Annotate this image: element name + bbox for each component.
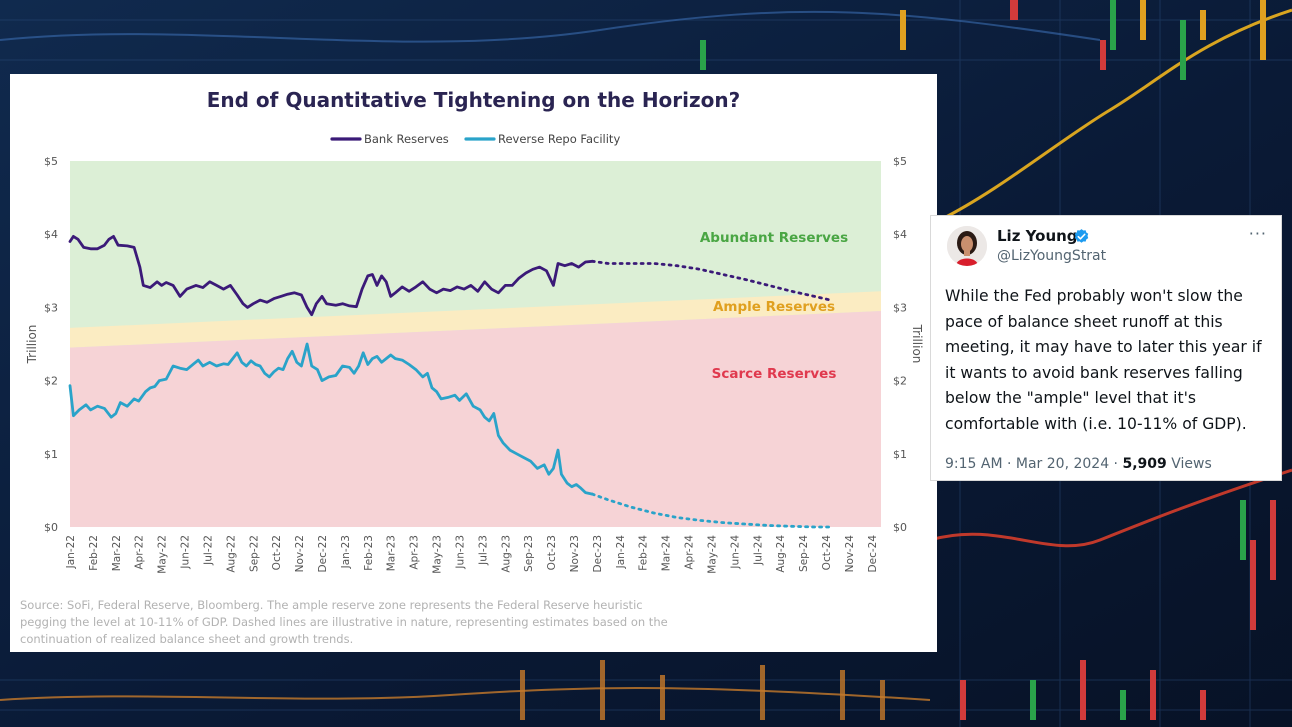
- tweet-card[interactable]: Liz Young @LizYoungStrat ··· While the F…: [930, 215, 1282, 481]
- y-tick-left: $5: [44, 155, 58, 168]
- bank-reserves-projection: [590, 259, 832, 302]
- bank-reserves-line: [68, 234, 594, 317]
- tweet-meta: 9:15 AM · Mar 20, 2024 · 5,909 Views: [945, 456, 1212, 472]
- y-tick-left: $3: [44, 301, 58, 314]
- x-tick-label: Feb-22: [88, 535, 100, 571]
- verified-badge-icon: [1074, 229, 1089, 243]
- x-tick-label: Sep-22: [248, 535, 260, 572]
- x-tick-label: Sep-23: [523, 535, 535, 572]
- scarce-zone: [70, 311, 881, 527]
- views-label: Views: [1166, 456, 1212, 472]
- y-axis-title-left: Trillion: [25, 325, 39, 365]
- more-options-icon[interactable]: ···: [1248, 224, 1267, 243]
- ample-zone-label: Ample Reserves: [713, 299, 835, 315]
- y-tick-right: $1: [893, 448, 907, 461]
- x-tick-label: Mar-24: [661, 535, 673, 572]
- x-tick-label: Mar-23: [386, 535, 398, 571]
- x-tick-label: Apr-22: [134, 535, 146, 570]
- x-tick-label: Nov-22: [294, 535, 306, 572]
- avatar[interactable]: [947, 226, 987, 266]
- x-tick-label: Jun-23: [454, 535, 466, 570]
- chart-card: Abundant Reserves Ample Reserves Scarce Re…: [10, 74, 937, 652]
- x-tick-label: Jul-22: [202, 535, 214, 566]
- y-tick-right: $0: [893, 521, 907, 534]
- handle[interactable]: @LizYoungStrat: [997, 248, 1107, 264]
- y-axis-title-right: Trillion: [910, 324, 924, 364]
- x-tick-label: Aug-22: [225, 535, 237, 573]
- y-tick-right: $4: [893, 228, 907, 241]
- x-tick-label: Jul-23: [477, 535, 489, 566]
- x-tick-label: Nov-24: [844, 535, 856, 573]
- chart-note: Source: SoFi, Federal Reserve, Bloomberg…: [20, 598, 668, 646]
- legend: Bank Reserves Reverse Repo Facility: [330, 132, 620, 146]
- display-name[interactable]: Liz Young: [997, 227, 1078, 245]
- x-tick-label: Oct-24: [821, 535, 833, 571]
- chart: Abundant Reserves Ample Reserves Scarce Re…: [25, 132, 924, 574]
- y-tick-left: $0: [44, 521, 58, 534]
- x-tick-label: Jun-22: [180, 535, 192, 570]
- x-tick-label: Dec-22: [317, 535, 329, 572]
- tweet-timestamp[interactable]: 9:15 AM · Mar 20, 2024 ·: [945, 456, 1123, 472]
- x-tick-label: Aug-24: [775, 535, 787, 573]
- x-tick-label: Sep-24: [798, 535, 810, 572]
- x-tick-label: Dec-23: [592, 535, 604, 572]
- x-tick-label: Jan-24: [615, 535, 627, 570]
- x-tick-label: May-24: [706, 535, 718, 574]
- y-tick-left: $4: [44, 228, 58, 241]
- y-tick-left: $1: [44, 448, 58, 461]
- x-tick-label: Jan-22: [65, 535, 77, 569]
- abundant-zone-label: Abundant Reserves: [700, 230, 848, 246]
- scarce-zone-label: Scarce Reserves: [712, 366, 837, 382]
- reverse-repo-projection: [590, 492, 832, 529]
- chart-title: End of Quantitative Tightening on the Ho…: [206, 88, 741, 112]
- x-tick-label: May-23: [432, 535, 444, 574]
- x-tick-label: Apr-23: [409, 535, 421, 570]
- y-tick-right: $2: [893, 375, 907, 388]
- x-tick-label: Jun-24: [729, 535, 741, 570]
- x-tick-label: Feb-23: [363, 535, 375, 571]
- x-tick-label: Dec-24: [867, 535, 879, 573]
- legend-label-bank-reserves: Bank Reserves: [364, 132, 449, 146]
- ample-zone: [70, 291, 881, 348]
- y-tick-left: $2: [44, 375, 58, 388]
- legend-label-reverse-repo: Reverse Repo Facility: [498, 132, 620, 146]
- reverse-repo-line: [68, 342, 594, 496]
- x-tick-label: Apr-24: [684, 535, 696, 570]
- x-tick-label: Aug-23: [500, 535, 512, 573]
- views-count: 5,909: [1122, 456, 1167, 472]
- x-tick-label: Feb-24: [638, 535, 650, 571]
- x-tick-label: Jan-23: [340, 535, 352, 569]
- tweet-text: While the Fed probably won't slow the pa…: [945, 287, 1262, 433]
- x-tick-label: Oct-23: [546, 535, 558, 570]
- x-tick-label: May-22: [157, 535, 169, 574]
- x-tick-label: Nov-23: [569, 535, 581, 572]
- x-tick-label: Mar-22: [111, 535, 123, 571]
- x-tick-label: Oct-22: [271, 535, 283, 570]
- x-tick-label: Jul-24: [752, 535, 764, 566]
- y-tick-right: $3: [893, 301, 907, 314]
- y-tick-right: $5: [893, 155, 907, 168]
